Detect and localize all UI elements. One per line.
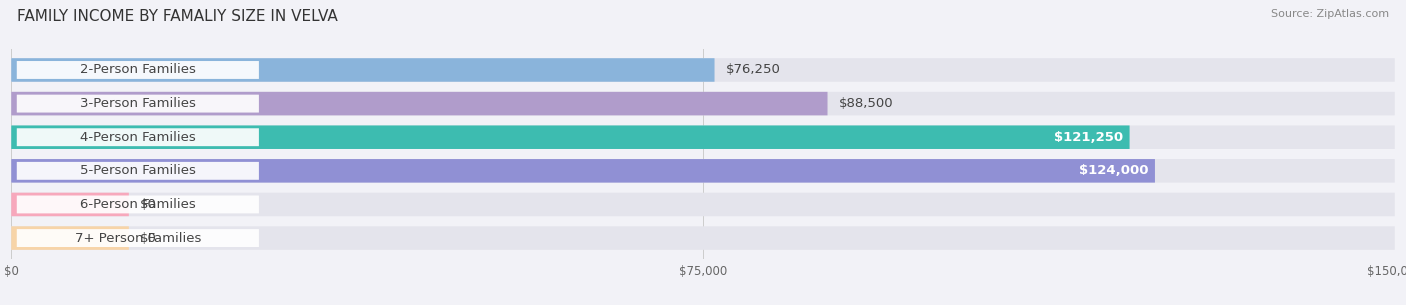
FancyBboxPatch shape xyxy=(17,196,259,213)
FancyBboxPatch shape xyxy=(17,95,259,113)
Text: 6-Person Families: 6-Person Families xyxy=(80,198,195,211)
FancyBboxPatch shape xyxy=(11,193,129,216)
FancyBboxPatch shape xyxy=(11,92,1395,115)
FancyBboxPatch shape xyxy=(17,128,259,146)
FancyBboxPatch shape xyxy=(17,229,259,247)
FancyBboxPatch shape xyxy=(11,193,1395,216)
Text: 7+ Person Families: 7+ Person Families xyxy=(75,231,201,245)
FancyBboxPatch shape xyxy=(11,159,1154,183)
Text: $0: $0 xyxy=(141,198,157,211)
Text: $0: $0 xyxy=(141,231,157,245)
FancyBboxPatch shape xyxy=(17,162,259,180)
FancyBboxPatch shape xyxy=(11,125,1129,149)
Text: 4-Person Families: 4-Person Families xyxy=(80,131,195,144)
FancyBboxPatch shape xyxy=(11,58,714,82)
Text: $88,500: $88,500 xyxy=(838,97,893,110)
Text: FAMILY INCOME BY FAMALIY SIZE IN VELVA: FAMILY INCOME BY FAMALIY SIZE IN VELVA xyxy=(17,9,337,24)
FancyBboxPatch shape xyxy=(11,92,828,115)
Text: $121,250: $121,250 xyxy=(1053,131,1122,144)
FancyBboxPatch shape xyxy=(11,125,1395,149)
Text: 5-Person Families: 5-Person Families xyxy=(80,164,195,177)
Text: 3-Person Families: 3-Person Families xyxy=(80,97,195,110)
Text: Source: ZipAtlas.com: Source: ZipAtlas.com xyxy=(1271,9,1389,19)
Text: $76,250: $76,250 xyxy=(725,63,780,77)
Text: 2-Person Families: 2-Person Families xyxy=(80,63,195,77)
FancyBboxPatch shape xyxy=(17,61,259,79)
FancyBboxPatch shape xyxy=(11,226,1395,250)
Text: $124,000: $124,000 xyxy=(1078,164,1149,177)
FancyBboxPatch shape xyxy=(11,159,1395,183)
FancyBboxPatch shape xyxy=(11,226,129,250)
FancyBboxPatch shape xyxy=(11,58,1395,82)
